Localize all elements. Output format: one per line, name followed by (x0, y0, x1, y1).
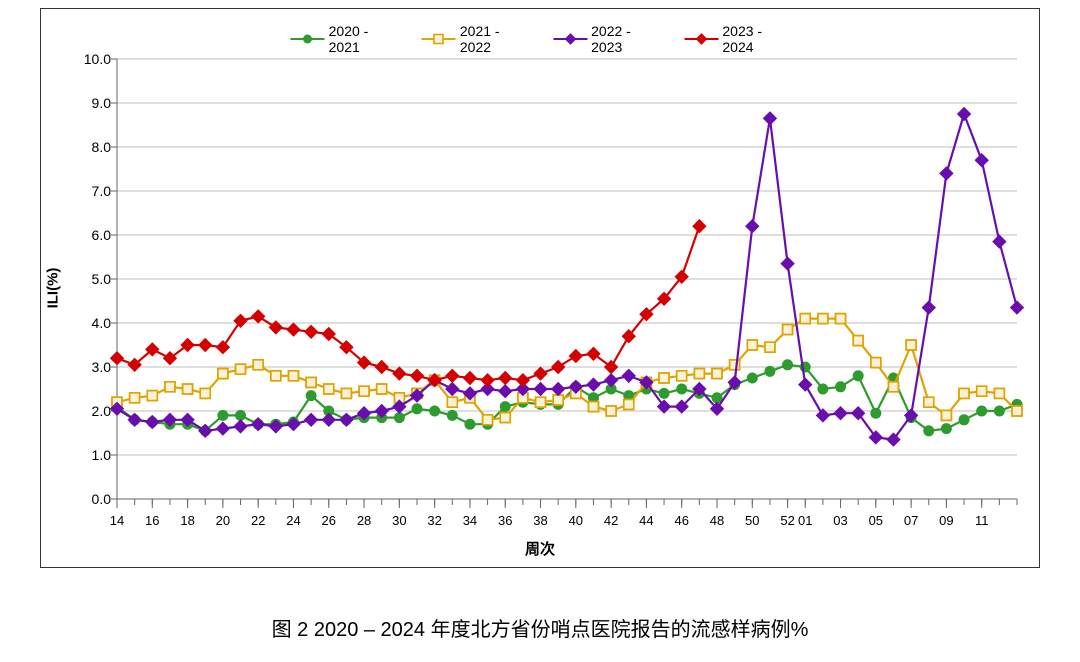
legend-item: 2022 - 2023 (553, 23, 658, 55)
legend-label: 2022 - 2023 (591, 23, 658, 55)
x-tick-label: 18 (180, 499, 194, 528)
x-tick-label: 46 (674, 499, 688, 528)
legend: 2020 - 2021 2021 - 2022 2022 - 2023 2023 - … (291, 23, 790, 55)
x-tick-label: 22 (251, 499, 265, 528)
legend-item: 2021 - 2022 (422, 23, 527, 55)
x-tick-label: 09 (939, 499, 953, 528)
legend-swatch (291, 32, 325, 46)
page: { "caption": "图 2 2020 – 2024 年度北方省份哨点医院… (0, 0, 1080, 662)
legend-swatch (553, 32, 587, 46)
y-tick-label: 8.0 (92, 139, 117, 155)
legend-item: 2023 - 2024 (684, 23, 789, 55)
y-tick-label: 9.0 (92, 95, 117, 111)
x-tick-label: 32 (427, 499, 441, 528)
x-tick-label: 05 (869, 499, 883, 528)
y-tick-label: 3.0 (92, 359, 117, 375)
legend-swatch (422, 32, 456, 46)
x-tick-label: 44 (639, 499, 653, 528)
y-tick-label: 1.0 (92, 447, 117, 463)
legend-label: 2021 - 2022 (460, 23, 527, 55)
x-tick-label: 03 (833, 499, 847, 528)
caption: 图 2 2020 – 2024 年度北方省份哨点医院报告的流感样病例% (0, 613, 1080, 642)
x-tick-label: 28 (357, 499, 371, 528)
y-tick-label: 2.0 (92, 403, 117, 419)
y-tick-label: 10.0 (84, 51, 117, 67)
x-tick-label: 52 (780, 499, 794, 528)
y-tick-label: 7.0 (92, 183, 117, 199)
y-axis-label: ILI(%) (45, 268, 62, 309)
x-tick-label: 50 (745, 499, 759, 528)
x-tick-label: 30 (392, 499, 406, 528)
plot-area: 0.01.02.03.04.05.06.07.08.09.010.0141618… (117, 59, 1017, 499)
y-tick-label: 5.0 (92, 271, 117, 287)
x-tick-label: 16 (145, 499, 159, 528)
x-tick-label: 34 (463, 499, 477, 528)
x-tick-label: 24 (286, 499, 300, 528)
x-tick-label: 07 (904, 499, 918, 528)
legend-item: 2020 - 2021 (291, 23, 396, 55)
x-tick-label: 36 (498, 499, 512, 528)
x-tick-label: 14 (110, 499, 124, 528)
legend-label: 2023 - 2024 (722, 23, 789, 55)
legend-label: 2020 - 2021 (329, 23, 396, 55)
x-tick-label: 42 (604, 499, 618, 528)
x-axis-label: 周次 (525, 538, 555, 559)
x-tick-label: 40 (569, 499, 583, 528)
x-tick-label: 11 (975, 499, 989, 528)
chart-svg (117, 59, 1017, 499)
x-tick-label: 01 (798, 499, 812, 528)
x-tick-label: 26 (322, 499, 336, 528)
y-tick-label: 4.0 (92, 315, 117, 331)
x-tick-label: 48 (710, 499, 724, 528)
x-tick-label: 38 (533, 499, 547, 528)
legend-swatch (684, 32, 718, 46)
x-tick-label: 20 (216, 499, 230, 528)
chart-container: 2020 - 2021 2021 - 2022 2022 - 2023 2023 - … (40, 8, 1040, 568)
y-tick-label: 6.0 (92, 227, 117, 243)
